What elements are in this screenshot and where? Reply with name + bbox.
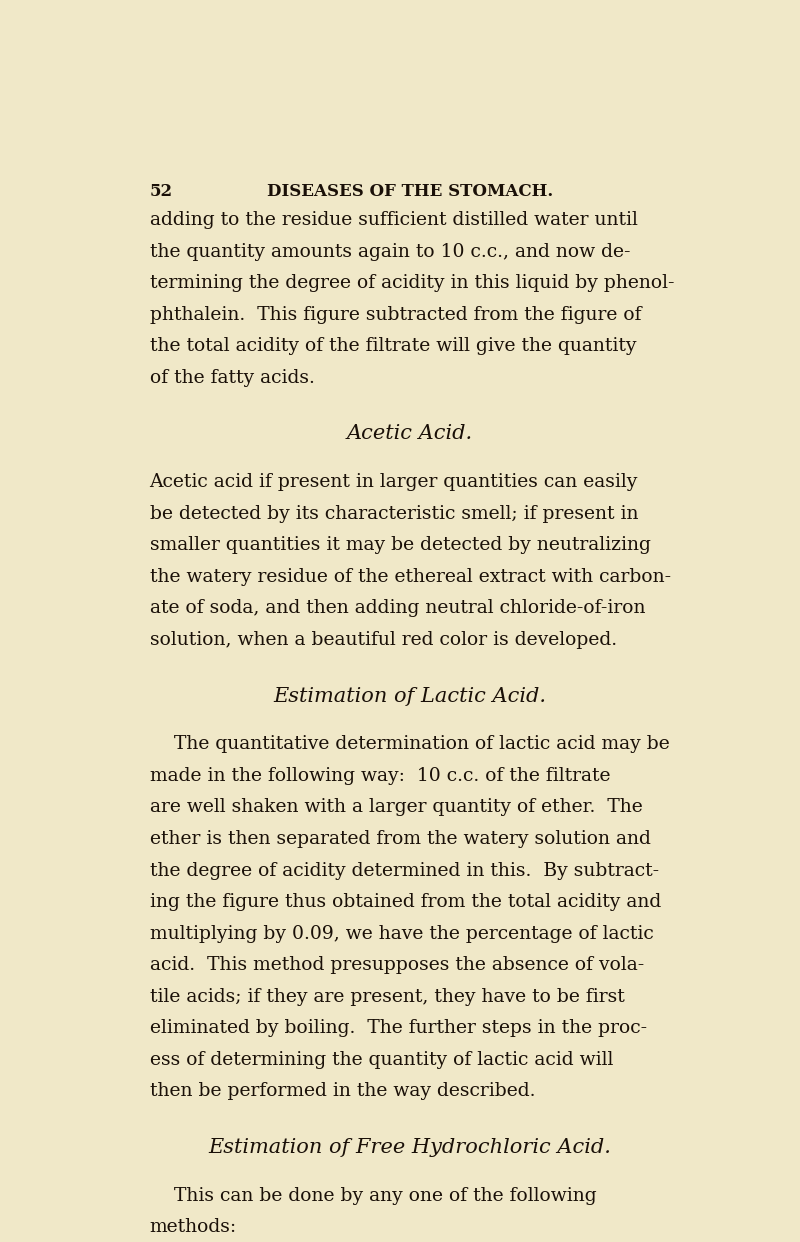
Text: Acetic acid if present in larger quantities can easily: Acetic acid if present in larger quantit… <box>150 473 638 492</box>
Text: phthalein.  This figure subtracted from the figure of: phthalein. This figure subtracted from t… <box>150 306 641 324</box>
Text: termining the degree of acidity in this liquid by phenol-: termining the degree of acidity in this … <box>150 274 674 292</box>
Text: eliminated by boiling.  The further steps in the proc-: eliminated by boiling. The further steps… <box>150 1020 646 1037</box>
Text: the watery residue of the ethereal extract with carbon-: the watery residue of the ethereal extra… <box>150 568 670 586</box>
Text: adding to the residue sufficient distilled water until: adding to the residue sufficient distill… <box>150 211 638 230</box>
Text: The quantitative determination of lactic acid may be: The quantitative determination of lactic… <box>174 735 670 754</box>
Text: smaller quantities it may be detected by neutralizing: smaller quantities it may be detected by… <box>150 537 650 554</box>
Text: solution, when a beautiful red color is developed.: solution, when a beautiful red color is … <box>150 631 617 650</box>
Text: are well shaken with a larger quantity of ether.  The: are well shaken with a larger quantity o… <box>150 799 642 816</box>
Text: This can be done by any one of the following: This can be done by any one of the follo… <box>174 1186 597 1205</box>
Text: of the fatty acids.: of the fatty acids. <box>150 369 314 388</box>
Text: multiplying by 0.09, we have the percentage of lactic: multiplying by 0.09, we have the percent… <box>150 924 654 943</box>
Text: acid.  This method presupposes the absence of vola-: acid. This method presupposes the absenc… <box>150 956 644 974</box>
Text: Estimation of Lactic Acid.: Estimation of Lactic Acid. <box>274 687 546 705</box>
Text: ing the figure thus obtained from the total acidity and: ing the figure thus obtained from the to… <box>150 893 661 912</box>
Text: ess of determining the quantity of lactic acid will: ess of determining the quantity of lacti… <box>150 1051 613 1069</box>
Text: 52: 52 <box>150 183 173 200</box>
Text: ate of soda, and then adding neutral chloride-of-iron: ate of soda, and then adding neutral chl… <box>150 600 645 617</box>
Text: the degree of acidity determined in this.  By subtract-: the degree of acidity determined in this… <box>150 862 658 879</box>
Text: the quantity amounts again to 10 c.c., and now de-: the quantity amounts again to 10 c.c., a… <box>150 242 630 261</box>
Text: the total acidity of the filtrate will give the quantity: the total acidity of the filtrate will g… <box>150 338 636 355</box>
Text: then be performed in the way described.: then be performed in the way described. <box>150 1083 535 1100</box>
Text: DISEASES OF THE STOMACH.: DISEASES OF THE STOMACH. <box>267 183 553 200</box>
Text: ether is then separated from the watery solution and: ether is then separated from the watery … <box>150 830 650 848</box>
Text: Acetic Acid.: Acetic Acid. <box>347 425 473 443</box>
Text: be detected by its characteristic smell; if present in: be detected by its characteristic smell;… <box>150 504 638 523</box>
Text: made in the following way:  10 c.c. of the filtrate: made in the following way: 10 c.c. of th… <box>150 766 610 785</box>
Text: methods:: methods: <box>150 1218 237 1236</box>
Text: tile acids; if they are present, they have to be first: tile acids; if they are present, they ha… <box>150 987 624 1006</box>
Text: Estimation of Free Hydrochloric Acid.: Estimation of Free Hydrochloric Acid. <box>209 1138 611 1156</box>
